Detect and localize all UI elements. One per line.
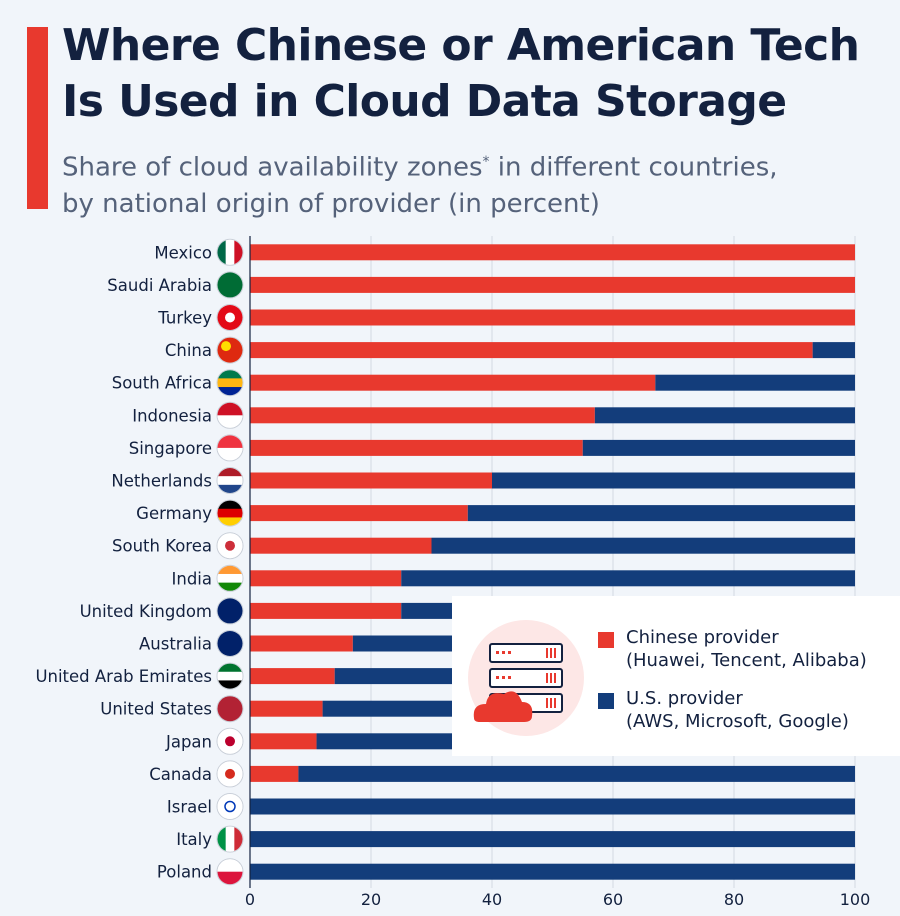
bar-chinese bbox=[250, 635, 353, 652]
category-label: South Africa bbox=[112, 374, 212, 393]
bar-us bbox=[250, 863, 855, 880]
canada-flag-icon bbox=[216, 760, 244, 788]
chart-subtitle-line-1: Share of cloud availability zones* in di… bbox=[62, 152, 778, 183]
x-tick-label: 60 bbox=[603, 890, 623, 909]
mexico-flag-icon bbox=[216, 238, 244, 266]
legend-swatch-chinese bbox=[598, 632, 614, 648]
category-label: Netherlands bbox=[111, 472, 212, 491]
bar-us bbox=[401, 570, 855, 587]
australia-flag-icon bbox=[216, 630, 244, 657]
legend-text-chinese: Chinese provider (Huawei, Tencent, Aliba… bbox=[626, 626, 867, 672]
bar-chinese bbox=[250, 602, 402, 619]
legend-swatch-us bbox=[598, 693, 614, 709]
category-label: Japan bbox=[165, 732, 212, 751]
category-label: United Kingdom bbox=[80, 602, 212, 621]
bar-us bbox=[582, 439, 855, 456]
chart-subtitle: Share of cloud availability zones* in di… bbox=[62, 144, 892, 222]
israel-flag-icon bbox=[216, 793, 244, 820]
x-tick-label: 20 bbox=[361, 890, 381, 909]
x-tick-label: 80 bbox=[724, 890, 744, 909]
bar-us bbox=[298, 765, 855, 782]
bar-chinese bbox=[250, 765, 299, 782]
bar-chinese bbox=[250, 570, 402, 587]
bar-us bbox=[492, 472, 855, 489]
india-flag-icon bbox=[216, 564, 244, 592]
indonesia-flag-icon bbox=[216, 401, 244, 429]
x-tick-label: 40 bbox=[482, 890, 502, 909]
japan-flag-icon bbox=[216, 727, 244, 755]
turkey-flag-icon bbox=[216, 304, 244, 331]
bar-us bbox=[812, 342, 855, 359]
italy-flag-icon bbox=[216, 825, 244, 853]
category-label: Australia bbox=[139, 635, 212, 654]
netherlands-flag-icon bbox=[216, 467, 244, 494]
category-label: South Korea bbox=[112, 537, 212, 556]
bar-chinese bbox=[250, 309, 855, 326]
category-label: United States bbox=[100, 700, 212, 719]
category-label: Mexico bbox=[154, 243, 212, 262]
chart-title: Where Chinese or American Tech Is Used i… bbox=[62, 18, 892, 130]
bar-chinese bbox=[250, 472, 492, 489]
x-tick-label: 100 bbox=[840, 890, 871, 909]
category-label: Saudi Arabia bbox=[107, 276, 212, 295]
bar-us bbox=[431, 537, 855, 554]
bar-chinese bbox=[250, 407, 595, 424]
category-label: Singapore bbox=[129, 439, 212, 458]
category-label: Indonesia bbox=[132, 406, 212, 425]
united-kingdom-flag-icon bbox=[216, 597, 244, 625]
category-label: Italy bbox=[176, 830, 212, 849]
united-states-flag-icon bbox=[216, 695, 244, 723]
bar-chinese bbox=[250, 342, 813, 359]
category-label: India bbox=[172, 569, 213, 588]
chart-subtitle-line-2: by national origin of provider (in perce… bbox=[62, 188, 600, 219]
subtitle-text-1: Share of cloud availability zones bbox=[62, 152, 483, 183]
legend: Chinese provider (Huawei, Tencent, Aliba… bbox=[452, 596, 900, 756]
bar-chinese bbox=[250, 505, 468, 522]
united-arab-emirates-flag-icon bbox=[216, 662, 244, 690]
chart-title-line-1: Where Chinese or American Tech bbox=[62, 20, 860, 71]
legend-detail-chinese: (Huawei, Tencent, Alibaba) bbox=[626, 650, 867, 671]
category-label: China bbox=[165, 341, 212, 360]
legend-label-us: U.S. provider bbox=[626, 688, 743, 709]
bar-chinese bbox=[250, 374, 656, 391]
category-label: Canada bbox=[149, 765, 212, 784]
bar-chinese bbox=[250, 733, 317, 750]
chart-title-line-2: Is Used in Cloud Data Storage bbox=[62, 76, 787, 127]
legend-label-chinese: Chinese provider bbox=[626, 627, 779, 648]
bar-us bbox=[655, 374, 855, 391]
category-label: Israel bbox=[167, 798, 212, 817]
saudi-arabia-flag-icon bbox=[216, 271, 244, 299]
bar-chinese bbox=[250, 244, 855, 261]
bar-chinese bbox=[250, 537, 432, 554]
footnote-mark: * bbox=[482, 154, 490, 170]
x-tick-label: 0 bbox=[245, 890, 255, 909]
bar-us bbox=[467, 505, 855, 522]
legend-detail-us: (AWS, Microsoft, Google) bbox=[626, 711, 849, 732]
bar-us bbox=[250, 798, 855, 815]
singapore-flag-icon bbox=[216, 434, 244, 462]
poland-flag-icon bbox=[216, 858, 244, 886]
category-label: Germany bbox=[136, 504, 212, 523]
south-korea-flag-icon bbox=[216, 532, 244, 560]
category-label: Turkey bbox=[157, 309, 212, 328]
title-accent-bar bbox=[27, 27, 48, 209]
category-label: Poland bbox=[157, 863, 212, 882]
germany-flag-icon bbox=[216, 499, 244, 527]
cloud-server-icon bbox=[468, 620, 584, 736]
bar-chinese bbox=[250, 439, 583, 456]
south-africa-flag-icon bbox=[216, 369, 244, 397]
legend-text-us: U.S. provider (AWS, Microsoft, Google) bbox=[626, 687, 849, 733]
bar-us bbox=[250, 831, 855, 848]
bar-chinese bbox=[250, 700, 323, 717]
china-flag-icon bbox=[216, 336, 244, 364]
bar-us bbox=[594, 407, 855, 424]
category-label: United Arab Emirates bbox=[35, 667, 212, 686]
bar-chinese bbox=[250, 668, 335, 685]
bar-chinese bbox=[250, 276, 855, 293]
